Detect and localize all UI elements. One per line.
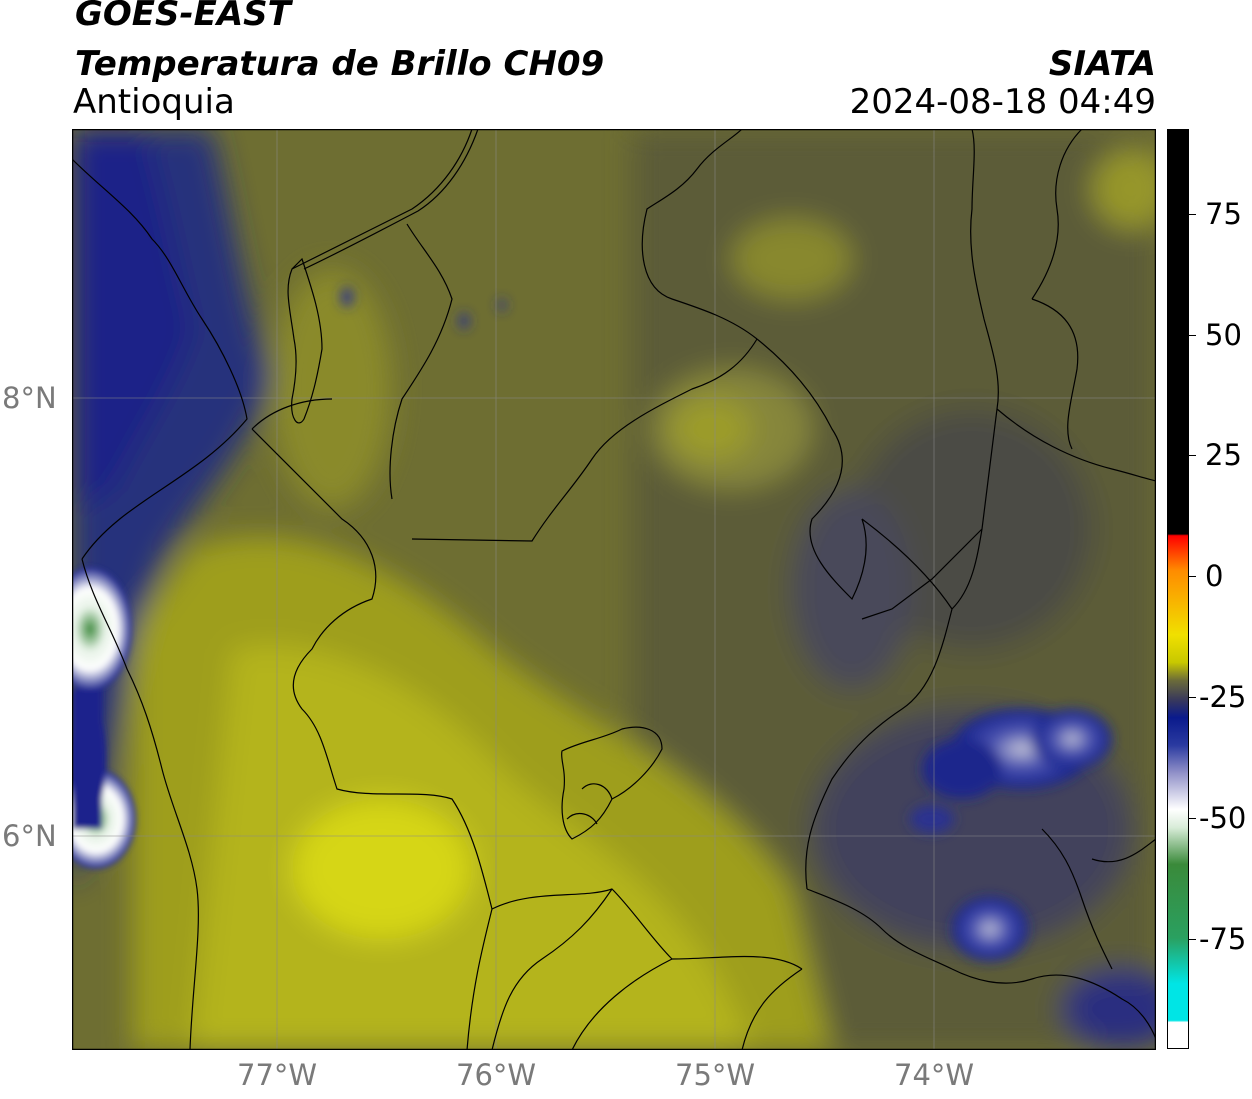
lon-tick-76w: 76°W xyxy=(456,1058,537,1092)
colorbar-tick-50: 50 xyxy=(1205,318,1242,352)
colorbar-mark-75 xyxy=(1189,214,1196,215)
title-timestamp: 2024-08-18 04:49 xyxy=(849,82,1156,122)
satellite-map xyxy=(72,129,1156,1050)
lon-tick-74w: 74°W xyxy=(894,1058,975,1092)
title-satellite: GOES-EAST xyxy=(75,0,291,34)
colorbar xyxy=(1167,129,1189,1049)
map-frame xyxy=(72,129,1156,1050)
lon-tick-77w: 77°W xyxy=(237,1058,318,1092)
colorbar-mark-0 xyxy=(1189,576,1196,577)
colorbar-mark-50 xyxy=(1189,335,1196,336)
lon-tick-75w: 75°W xyxy=(675,1058,756,1092)
storm-cells xyxy=(341,287,1112,961)
colorbar-tick-0: 0 xyxy=(1205,559,1224,593)
colorbar-tick-n50: -50 xyxy=(1199,801,1247,835)
colorbar-mark-n75 xyxy=(1189,939,1196,940)
colorbar-mark-25 xyxy=(1189,455,1196,456)
colorbar-tick-25: 25 xyxy=(1205,438,1242,472)
title-product: Temperatura de Brillo CH09 xyxy=(75,44,605,84)
lat-tick-6n: 6°N xyxy=(2,819,57,853)
colorbar-tick-75: 75 xyxy=(1205,197,1242,231)
boundaries xyxy=(72,129,1156,1050)
colorbar-tick-n25: -25 xyxy=(1199,680,1247,714)
gridlines xyxy=(72,129,1156,1050)
lat-tick-8n: 8°N xyxy=(2,381,57,415)
title-region: Antioquia xyxy=(73,82,235,122)
colorbar-mark-n50 xyxy=(1189,818,1196,819)
colorbar-mark-n25 xyxy=(1189,697,1196,698)
west-convective-cells xyxy=(72,567,136,869)
colorbar-tick-n75: -75 xyxy=(1199,922,1247,956)
title-agency: SIATA xyxy=(1048,44,1156,84)
